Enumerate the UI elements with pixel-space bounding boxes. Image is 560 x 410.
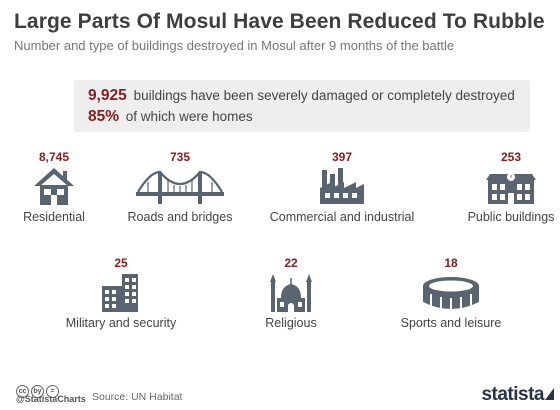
license-icons: cc by = xyxy=(16,380,61,398)
public-building-icon xyxy=(486,173,536,204)
category-label: Residential xyxy=(23,210,85,224)
footer: cc by = @StatistaCharts Source: UN Habitat… xyxy=(0,380,560,410)
value-label: 25 xyxy=(114,256,128,270)
value-label: 8,745 xyxy=(38,150,70,164)
stadium-icon xyxy=(423,277,479,310)
value-label: 735 xyxy=(169,150,191,164)
social-handle[interactable]: @StatistaCharts xyxy=(16,394,86,404)
chart-title: Large Parts Of Mosul Have Been Reduced T… xyxy=(14,10,545,33)
cc-icon: cc xyxy=(16,385,29,398)
category-label: Roads and bridges xyxy=(127,210,233,224)
category-label: Religious xyxy=(265,316,317,330)
category-label: Public buildings xyxy=(467,210,555,224)
value-label: 397 xyxy=(331,150,353,164)
statista-logo[interactable]: statista xyxy=(481,384,544,405)
source-note: Source: UN Habitat xyxy=(92,391,183,403)
value-label: 18 xyxy=(444,256,458,270)
category-label: Commercial and industrial xyxy=(269,210,415,224)
statista-logo-mark-icon xyxy=(545,388,554,400)
nd-icon: = xyxy=(46,385,59,398)
value-label: 253 xyxy=(500,150,522,164)
military-building-icon xyxy=(102,274,138,312)
by-icon: by xyxy=(31,385,44,398)
summary-line-homes: 85% of which were homes xyxy=(88,108,253,126)
summary-box: 9,925 buildings have been severely damag… xyxy=(74,80,530,132)
summary-total-value: 9,925 xyxy=(88,87,127,104)
factory-icon xyxy=(320,168,364,204)
summary-total-text: buildings have been severely damaged or … xyxy=(133,88,515,103)
bridge-icon xyxy=(136,170,224,204)
summary-homes-value: 85% xyxy=(88,108,120,125)
chart-subtitle: Number and type of buildings destroyed i… xyxy=(14,38,455,53)
value-label: 22 xyxy=(284,256,298,270)
category-label: Military and security xyxy=(65,316,177,330)
mosque-icon xyxy=(270,274,312,312)
category-label: Sports and leisure xyxy=(400,316,502,330)
summary-line-total: 9,925 buildings have been severely damag… xyxy=(88,87,515,105)
summary-homes-text: of which were homes xyxy=(125,109,253,124)
house-icon xyxy=(34,168,74,205)
